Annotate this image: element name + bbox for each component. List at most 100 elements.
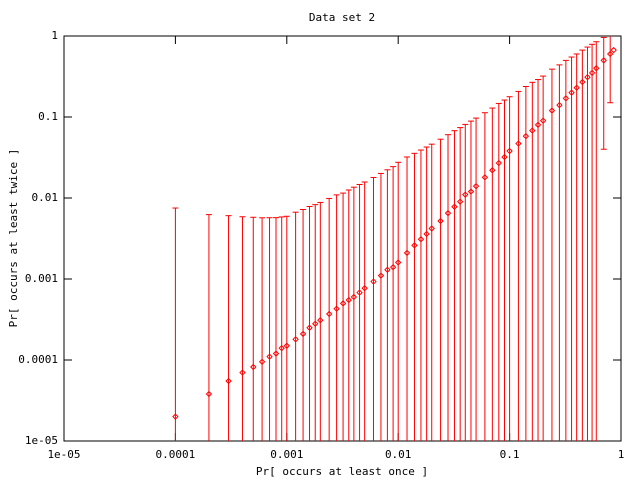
point <box>584 73 591 81</box>
chart-title: Data set 2 <box>309 11 375 24</box>
point <box>481 174 489 181</box>
point <box>548 107 556 114</box>
point <box>610 46 617 54</box>
error-bar <box>562 59 569 441</box>
error-bar <box>522 85 529 441</box>
point <box>600 57 607 64</box>
point <box>489 167 496 174</box>
point <box>501 153 508 161</box>
point <box>573 84 580 91</box>
y-tick-label: 0.01 <box>32 191 59 204</box>
error-bar <box>428 143 435 441</box>
point <box>225 377 232 385</box>
point <box>333 305 340 312</box>
point <box>444 209 452 217</box>
point <box>568 89 575 96</box>
point <box>529 127 536 134</box>
point <box>428 225 435 232</box>
error-bar <box>584 46 591 441</box>
point <box>437 217 444 225</box>
x-tick-label: 0.1 <box>500 448 520 461</box>
point <box>539 117 547 124</box>
error-bar <box>540 75 547 441</box>
error-bar <box>556 64 563 441</box>
error-bar <box>361 181 368 441</box>
error-bar <box>600 36 607 150</box>
y-tick-label: 0.1 <box>38 110 58 123</box>
point <box>361 284 368 292</box>
point <box>384 266 391 273</box>
error-bar <box>266 217 273 441</box>
point <box>339 300 347 307</box>
error-bar <box>356 183 363 441</box>
error-bar <box>340 192 347 441</box>
point <box>472 182 480 190</box>
point <box>306 324 313 331</box>
error-bar <box>283 215 290 441</box>
point <box>506 147 513 155</box>
y-tick-label: 0.0001 <box>18 353 58 366</box>
point <box>205 390 213 398</box>
error-bar <box>593 41 600 441</box>
point <box>283 342 291 349</box>
error-bar <box>239 216 246 441</box>
y-tick-label: 0.001 <box>25 272 58 285</box>
error-bar <box>607 36 614 104</box>
point <box>272 350 280 357</box>
point <box>250 363 257 371</box>
x-tick-label: 0.001 <box>270 448 303 461</box>
error-bar <box>259 217 266 441</box>
error-bar <box>292 211 299 441</box>
error-bar <box>225 215 232 441</box>
point <box>278 344 285 352</box>
y-tick-label: 1 <box>51 29 58 42</box>
point <box>451 203 458 210</box>
error-bar <box>370 176 377 441</box>
x-tick-label: 1 <box>618 448 625 461</box>
error-bar <box>467 120 474 441</box>
error-bar <box>457 127 464 441</box>
error-bar <box>300 209 307 441</box>
point <box>593 65 600 72</box>
error-bar <box>273 217 280 441</box>
error-bar <box>445 134 452 441</box>
point <box>258 358 266 366</box>
point <box>534 121 542 129</box>
error-bar <box>573 53 580 441</box>
point <box>456 198 464 205</box>
point <box>312 320 319 327</box>
point <box>522 132 530 140</box>
error-bar <box>404 156 411 441</box>
error-bar <box>377 172 384 441</box>
point <box>389 263 397 271</box>
point <box>356 289 363 296</box>
error-bar <box>306 206 313 441</box>
point <box>515 140 522 147</box>
point <box>292 336 299 343</box>
point <box>370 278 377 285</box>
point <box>325 310 333 318</box>
error-bar <box>312 204 319 441</box>
error-bar <box>317 201 324 441</box>
point <box>556 101 563 109</box>
point <box>239 369 246 376</box>
error-bar <box>345 189 352 441</box>
error-bar <box>489 107 496 441</box>
error-bar <box>579 49 586 441</box>
error-bar <box>462 123 469 441</box>
point <box>377 272 385 279</box>
point <box>266 353 273 360</box>
point <box>317 316 324 324</box>
point <box>350 293 358 301</box>
error-bar <box>529 81 536 441</box>
error-bar <box>205 214 212 441</box>
error-bar <box>437 138 444 441</box>
point <box>394 259 402 266</box>
error-bar <box>278 216 285 441</box>
error-bar <box>390 166 397 441</box>
error-bar <box>172 207 179 441</box>
point <box>462 191 469 198</box>
error-bar <box>384 169 391 441</box>
